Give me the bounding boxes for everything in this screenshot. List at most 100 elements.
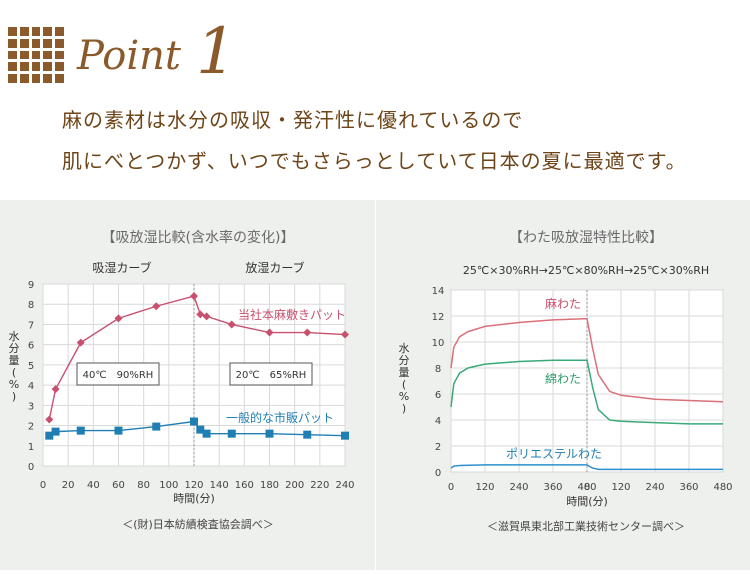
- x-tick-label: 240: [509, 482, 528, 493]
- section-label-release: 放湿カーブ: [245, 260, 304, 275]
- condition-label-release: 20℃ 65%RH: [236, 370, 307, 381]
- data-point-diamond: [303, 328, 312, 337]
- condition-label: 25℃×30%RH→25℃×80%RH→25℃×30%RH: [463, 264, 709, 277]
- data-point-diamond: [45, 415, 54, 424]
- y-tick-label: 8: [28, 300, 34, 311]
- x-tick-label: 120: [184, 480, 203, 491]
- chart-title: 【わた吸放湿特性比較】: [509, 230, 663, 246]
- y-tick-label: 2: [435, 442, 441, 453]
- header: Point 1 麻の素材は水分の吸収・発汗性に優れているので 肌にべとつかず、い…: [0, 0, 750, 173]
- condition-box-absorb: [76, 362, 160, 386]
- chart-panel-fiber-moisture: 0 120 240 360 480 0 120 240 360 480 0 2 4 6 8 10 12 14 【わた…: [376, 200, 750, 570]
- y-tick-label: 12: [432, 312, 445, 323]
- series-line: [450, 359, 723, 425]
- y-axis-label-char: %: [9, 378, 19, 391]
- series-label: ポリエステルわた: [506, 447, 602, 461]
- y-tick-label: 14: [432, 286, 445, 297]
- x-tick-label: 480: [577, 482, 596, 493]
- y-axis-label-char: 分: [399, 354, 410, 367]
- y-axis-label-char: (: [402, 378, 406, 391]
- y-tick-label: 4: [28, 381, 34, 392]
- x-tick-label: 0: [584, 482, 590, 493]
- y-tick-label: 4: [435, 416, 441, 427]
- series-line: [450, 317, 724, 403]
- y-tick-label: 10: [432, 338, 445, 349]
- y-axis-label-char: %: [399, 390, 409, 403]
- data-point-square: [114, 426, 123, 435]
- y-tick-label: 0: [28, 462, 34, 473]
- y-tick-label: 0: [435, 468, 441, 479]
- x-tick-label: 140: [210, 480, 229, 491]
- series-line: [48, 295, 346, 420]
- y-tick-label: 5: [28, 361, 34, 372]
- x-tick-label: 0: [40, 480, 46, 491]
- y-tick-label: 1: [28, 442, 34, 453]
- grid-logo-icon: [8, 27, 64, 83]
- y-tick-label: 9: [28, 280, 34, 291]
- lead-text-line2: 肌にべとつかず、いつでもさらっとしていて日本の夏に最適です。: [62, 149, 687, 173]
- x-tick-label: 180: [260, 480, 279, 491]
- section-label-absorb: 吸湿カーブ: [92, 260, 151, 275]
- source-note: ＜滋賀県東北部工業技術センター調べ＞: [487, 519, 685, 533]
- source-note: ＜(財)日本紡績検査協会調べ＞: [122, 517, 274, 531]
- x-tick-label: 60: [112, 480, 125, 491]
- point-number: 1: [196, 15, 237, 89]
- x-tick-label: 40: [87, 480, 100, 491]
- x-tick-label: 0: [448, 482, 454, 493]
- series-label: 一般的な市販パット: [226, 410, 334, 425]
- data-point-diamond: [196, 310, 205, 319]
- x-tick-label: 160: [235, 480, 254, 491]
- series-label: 当社本麻敷きパット: [238, 307, 346, 322]
- y-axis-label-char: ): [12, 390, 16, 403]
- y-tick-label: 8: [435, 364, 441, 375]
- data-point-diamond: [341, 330, 349, 339]
- condition-box-release: [229, 362, 313, 386]
- series-line: [48, 420, 346, 437]
- y-axis-label-char: 水: [399, 342, 410, 355]
- y-axis-label-char: 量: [9, 354, 20, 367]
- data-point-diamond: [265, 328, 274, 337]
- x-tick-label: 80: [137, 480, 150, 491]
- x-tick-label: 480: [713, 482, 732, 493]
- y-axis-label-char: ): [402, 402, 406, 415]
- x-tick-label: 360: [543, 482, 562, 493]
- x-tick-label: 20: [62, 480, 75, 491]
- condition-label-absorb: 40℃ 90%RH: [83, 370, 154, 381]
- x-tick-label: 240: [335, 480, 354, 491]
- data-point-diamond: [202, 312, 211, 321]
- data-point-diamond: [152, 302, 161, 311]
- data-point-diamond: [76, 338, 85, 347]
- y-tick-label: 6: [28, 341, 34, 352]
- chart-panel-moisture-content: 0 20 40 60 80 100 120 140 160 180 200 220 240 0 1 2 3 4 5 6…: [0, 200, 375, 570]
- series-label: 綿わた: [545, 372, 581, 386]
- y-axis-label-char: 水: [9, 330, 20, 343]
- data-point-square: [341, 431, 349, 440]
- y-axis-label-char: 量: [399, 366, 410, 379]
- data-point-square: [227, 429, 236, 438]
- x-tick-label: 240: [645, 482, 664, 493]
- x-tick-label: 100: [159, 480, 178, 491]
- series-label: 麻わた: [545, 296, 581, 311]
- data-point-diamond: [114, 314, 123, 323]
- x-axis-label: 時間(分): [566, 495, 608, 508]
- y-axis-label-char: 分: [9, 342, 20, 355]
- data-point-square: [303, 430, 312, 439]
- y-tick-label: 3: [28, 401, 34, 412]
- data-point-square: [190, 417, 198, 426]
- data-point-diamond: [190, 292, 198, 301]
- data-point-diamond: [51, 385, 60, 394]
- data-point-square: [202, 429, 211, 438]
- x-tick-label: 200: [285, 480, 304, 491]
- y-tick-label: 6: [435, 390, 441, 401]
- x-axis-label: 時間(分): [173, 492, 215, 505]
- data-point-square: [51, 427, 60, 436]
- data-point-square: [152, 422, 161, 431]
- series-line: [450, 464, 723, 471]
- lead-text-line1: 麻の素材は水分の吸収・発汗性に優れているので: [62, 108, 524, 132]
- data-point-square: [265, 429, 274, 438]
- y-tick-label: 7: [28, 320, 34, 331]
- data-point-square: [196, 425, 205, 434]
- data-point-square: [76, 426, 85, 435]
- x-tick-label: 360: [679, 482, 698, 493]
